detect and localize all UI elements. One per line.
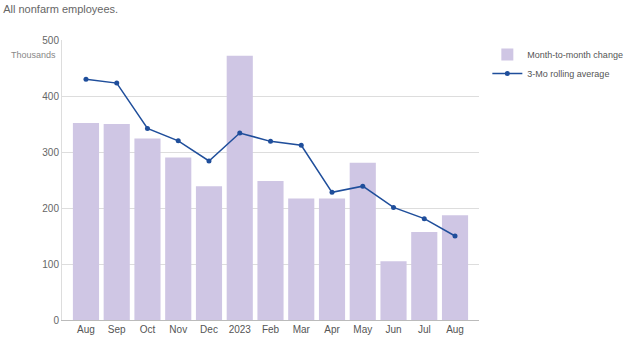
svg-text:Sep: Sep <box>108 324 126 335</box>
svg-text:All nonfarm employees.: All nonfarm employees. <box>3 3 118 15</box>
svg-text:500: 500 <box>42 35 59 46</box>
svg-text:Month-to-month change: Month-to-month change <box>527 50 623 60</box>
svg-text:Aug: Aug <box>77 324 95 335</box>
svg-text:Nov: Nov <box>169 324 187 335</box>
svg-text:3-Mo rolling average: 3-Mo rolling average <box>527 69 609 79</box>
svg-text:Oct: Oct <box>140 324 156 335</box>
svg-text:Jul: Jul <box>418 324 431 335</box>
svg-text:Feb: Feb <box>262 324 280 335</box>
svg-text:Thousands: Thousands <box>11 50 56 60</box>
svg-text:0: 0 <box>53 315 59 326</box>
svg-text:200: 200 <box>42 203 59 214</box>
svg-text:2023: 2023 <box>229 324 252 335</box>
svg-text:Aug: Aug <box>446 324 464 335</box>
svg-text:Dec: Dec <box>200 324 218 335</box>
svg-text:May: May <box>353 324 372 335</box>
svg-text:100: 100 <box>42 259 59 270</box>
svg-text:Mar: Mar <box>293 324 311 335</box>
svg-text:Apr: Apr <box>324 324 340 335</box>
svg-text:300: 300 <box>42 147 59 158</box>
svg-text:Jun: Jun <box>385 324 401 335</box>
svg-text:400: 400 <box>42 91 59 102</box>
